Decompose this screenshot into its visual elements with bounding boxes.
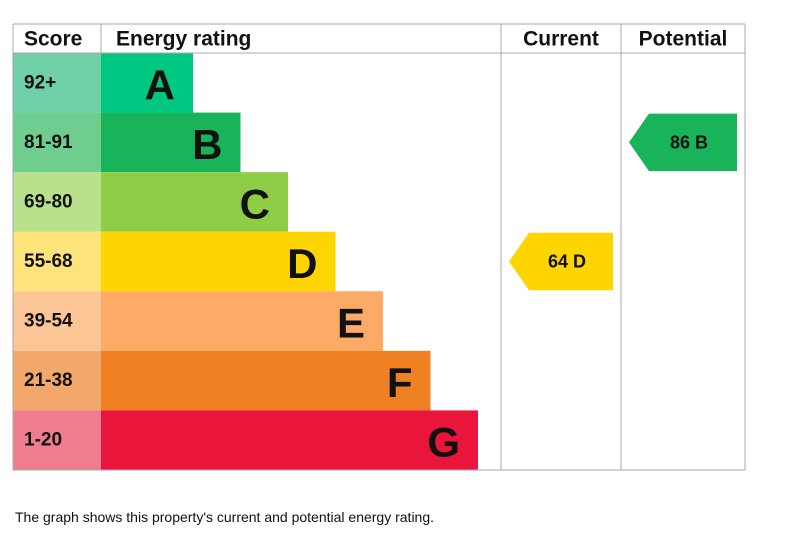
score-cell-e xyxy=(13,291,101,351)
score-cell-g xyxy=(13,410,101,470)
score-label-f: 21-38 xyxy=(24,370,73,391)
rating-bar-c xyxy=(101,172,288,232)
current-arrow-label: 64 D xyxy=(548,252,586,272)
rating-letter-a: A xyxy=(145,61,175,108)
rating-bar-a xyxy=(101,53,193,113)
header-energy-rating: Energy rating xyxy=(116,28,251,51)
rating-bar-d xyxy=(101,231,336,292)
score-label-d: 55-68 xyxy=(24,251,73,272)
score-cell-a xyxy=(13,53,101,113)
score-label-a: 92+ xyxy=(24,72,56,93)
score-label-e: 39-54 xyxy=(24,311,73,332)
rating-bar-g xyxy=(101,410,478,470)
epc-chart: 92+ A 81-91 B 69-80 C 55-68 D 39-54 E 21-38 F 1-20 G S… xyxy=(12,23,746,471)
rating-letter-c: C xyxy=(240,180,270,227)
score-label-b: 81-91 xyxy=(24,132,73,153)
rating-bar-e xyxy=(101,291,383,351)
header-score: Score xyxy=(24,28,82,51)
rating-letter-g: G xyxy=(427,419,460,466)
potential-arrow xyxy=(629,113,737,172)
current-arrow xyxy=(509,232,613,291)
rating-bar-f xyxy=(101,350,431,411)
score-label-g: 1-20 xyxy=(24,430,62,451)
score-cell-c xyxy=(13,172,101,232)
rating-letter-d: D xyxy=(287,240,317,287)
chart-caption: The graph shows this property's current … xyxy=(15,509,435,525)
rating-bar-b xyxy=(101,112,241,173)
potential-arrow-label: 86 B xyxy=(670,132,708,152)
score-cell-b xyxy=(13,112,101,173)
score-cell-f xyxy=(13,350,101,411)
score-label-c: 69-80 xyxy=(24,191,73,212)
score-cell-d xyxy=(13,231,101,292)
rating-letter-b: B xyxy=(192,121,222,168)
rating-letter-f: F xyxy=(387,359,413,406)
header-potential: Potential xyxy=(639,28,728,51)
rating-letter-e: E xyxy=(337,300,365,347)
header-current: Current xyxy=(523,28,599,51)
